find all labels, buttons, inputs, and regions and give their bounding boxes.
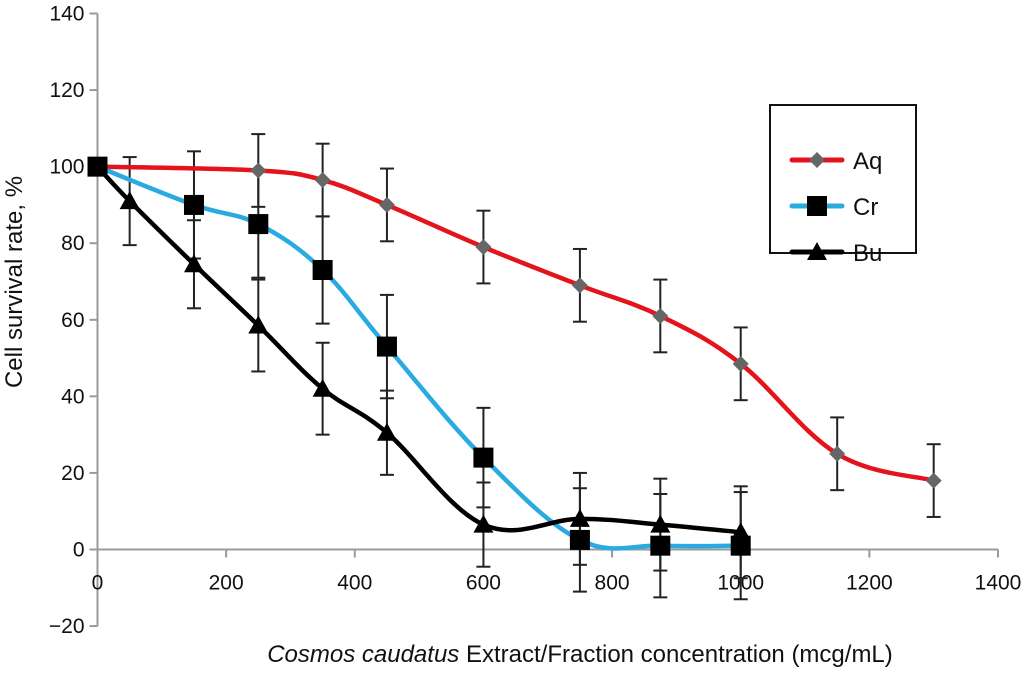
data-point-cr: [650, 535, 671, 556]
y-tick-label: 0: [73, 539, 85, 562]
data-point-cr: [473, 447, 494, 468]
x-tick-label: 600: [466, 572, 501, 595]
x-tick-label: 0: [92, 572, 104, 595]
data-point-bu: [650, 514, 671, 533]
y-tick-label: 100: [49, 156, 84, 179]
x-tick-label: 1200: [846, 572, 893, 595]
data-point-bu: [119, 191, 140, 210]
data-point-bu: [312, 378, 333, 397]
data-point-aq: [250, 162, 267, 179]
y-tick-label: −20: [49, 615, 85, 638]
data-point-bu: [730, 522, 751, 541]
x-tick-label: 1400: [975, 572, 1022, 595]
y-tick-label: 60: [61, 309, 84, 332]
legend-label-aq: Aq: [853, 148, 882, 175]
legend: Aq Cr Bu: [769, 104, 917, 267]
legend-box: [769, 104, 917, 254]
data-point-aq: [475, 239, 492, 256]
data-point-aq: [571, 277, 588, 294]
legend-label-cr: Cr: [853, 194, 878, 221]
data-point-aq: [378, 196, 395, 213]
data-point-aq: [732, 355, 749, 372]
legend-marker-cr: [807, 196, 827, 216]
legend-marker-bu: [807, 242, 827, 260]
x-axis-title-rest: Extract/Fraction concentration (mcg/mL): [459, 641, 892, 668]
data-point-cr: [248, 214, 269, 235]
y-axis-title: Cell survival rate, %: [1, 176, 28, 388]
data-point-cr: [569, 529, 590, 550]
legend-label-bu: Bu: [853, 240, 882, 267]
data-point-aq: [314, 172, 331, 189]
data-point-cr: [730, 535, 751, 556]
x-axis-title: Cosmos caudatus Extract/Fraction concent…: [267, 641, 893, 668]
data-point-bu: [87, 156, 108, 175]
legend-marker-aq: [809, 152, 825, 168]
data-point-bu: [248, 315, 269, 334]
series-line-bu: [95, 164, 743, 535]
x-axis-title-italic: Cosmos caudatus: [267, 641, 459, 668]
x-tick-label: 200: [209, 572, 244, 595]
data-point-cr: [183, 194, 204, 215]
data-point-bu: [183, 254, 204, 273]
data-point-bu: [376, 422, 397, 441]
data-point-bu: [569, 508, 590, 527]
data-point-aq: [829, 445, 846, 462]
y-tick-label: 120: [49, 79, 84, 102]
series-markers: [87, 156, 942, 556]
data-point-cr: [312, 260, 333, 281]
data-point-aq: [925, 472, 942, 489]
series-line-aq: [95, 164, 936, 483]
x-tick-label: 800: [595, 572, 630, 595]
data-point-aq: [652, 307, 669, 324]
y-tick-label: 80: [61, 232, 84, 255]
data-point-cr: [376, 336, 397, 357]
y-tick-label: 40: [61, 385, 84, 408]
x-tick-label: 400: [337, 572, 372, 595]
y-tick-label: 20: [61, 462, 84, 485]
y-tick-label: 140: [49, 3, 84, 26]
data-point-bu: [473, 514, 494, 533]
